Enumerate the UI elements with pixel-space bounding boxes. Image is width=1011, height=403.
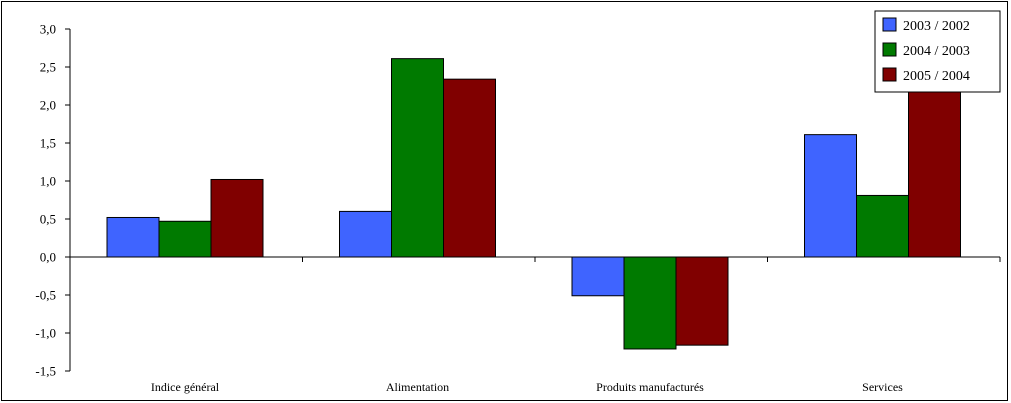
y-tick-label: 2,5	[40, 60, 56, 75]
bar-0-series-1	[158, 220, 212, 258]
bar-2-series-0	[571, 256, 625, 297]
y-tick-label: -1,5	[35, 364, 56, 379]
legend-label: 2005 / 2004	[903, 69, 970, 84]
category-label: Services	[862, 380, 903, 394]
legend: 2003 / 2002 2004 / 2003 2005 / 2004	[874, 10, 1001, 93]
y-tick-label: -1,0	[35, 326, 56, 341]
category-label: Alimentation	[386, 380, 449, 394]
bar-1-series-0	[339, 210, 392, 258]
y-tick-label: 0,0	[40, 250, 56, 265]
category-label: Produits manufacturés	[596, 380, 704, 394]
y-tick-label: 3,0	[40, 22, 56, 37]
bars-group	[106, 58, 961, 350]
bar-1-series-2	[443, 78, 496, 258]
y-tick-label: 1,0	[40, 174, 56, 189]
legend-swatch	[882, 42, 897, 57]
bar-2-series-1	[623, 256, 677, 350]
bar-3-series-0	[804, 134, 857, 258]
legend-swatch	[882, 17, 897, 32]
bar-2-series-2	[675, 256, 729, 346]
legend-label: 2004 / 2003	[903, 44, 970, 59]
legend-swatch	[882, 67, 897, 82]
bar-0-series-2	[210, 178, 264, 258]
bar-1-series-1	[391, 58, 444, 258]
bar-3-series-1	[856, 194, 909, 258]
legend-label: 2003 / 2002	[903, 19, 970, 34]
axes-group: 3,0 2,5 2,0 1,5 1,0 0,5 0,0 -0,5 -1,0 -1,5 Indice …	[35, 22, 1001, 394]
y-tick-label: 0,5	[40, 212, 56, 227]
y-tick-label: 1,5	[40, 136, 56, 151]
bar-0-series-0	[106, 216, 160, 258]
category-label: Indice général	[151, 380, 220, 394]
bar-3-series-2	[908, 80, 961, 258]
y-tick-label: -0,5	[35, 288, 56, 303]
y-tick-label: 2,0	[40, 98, 56, 113]
